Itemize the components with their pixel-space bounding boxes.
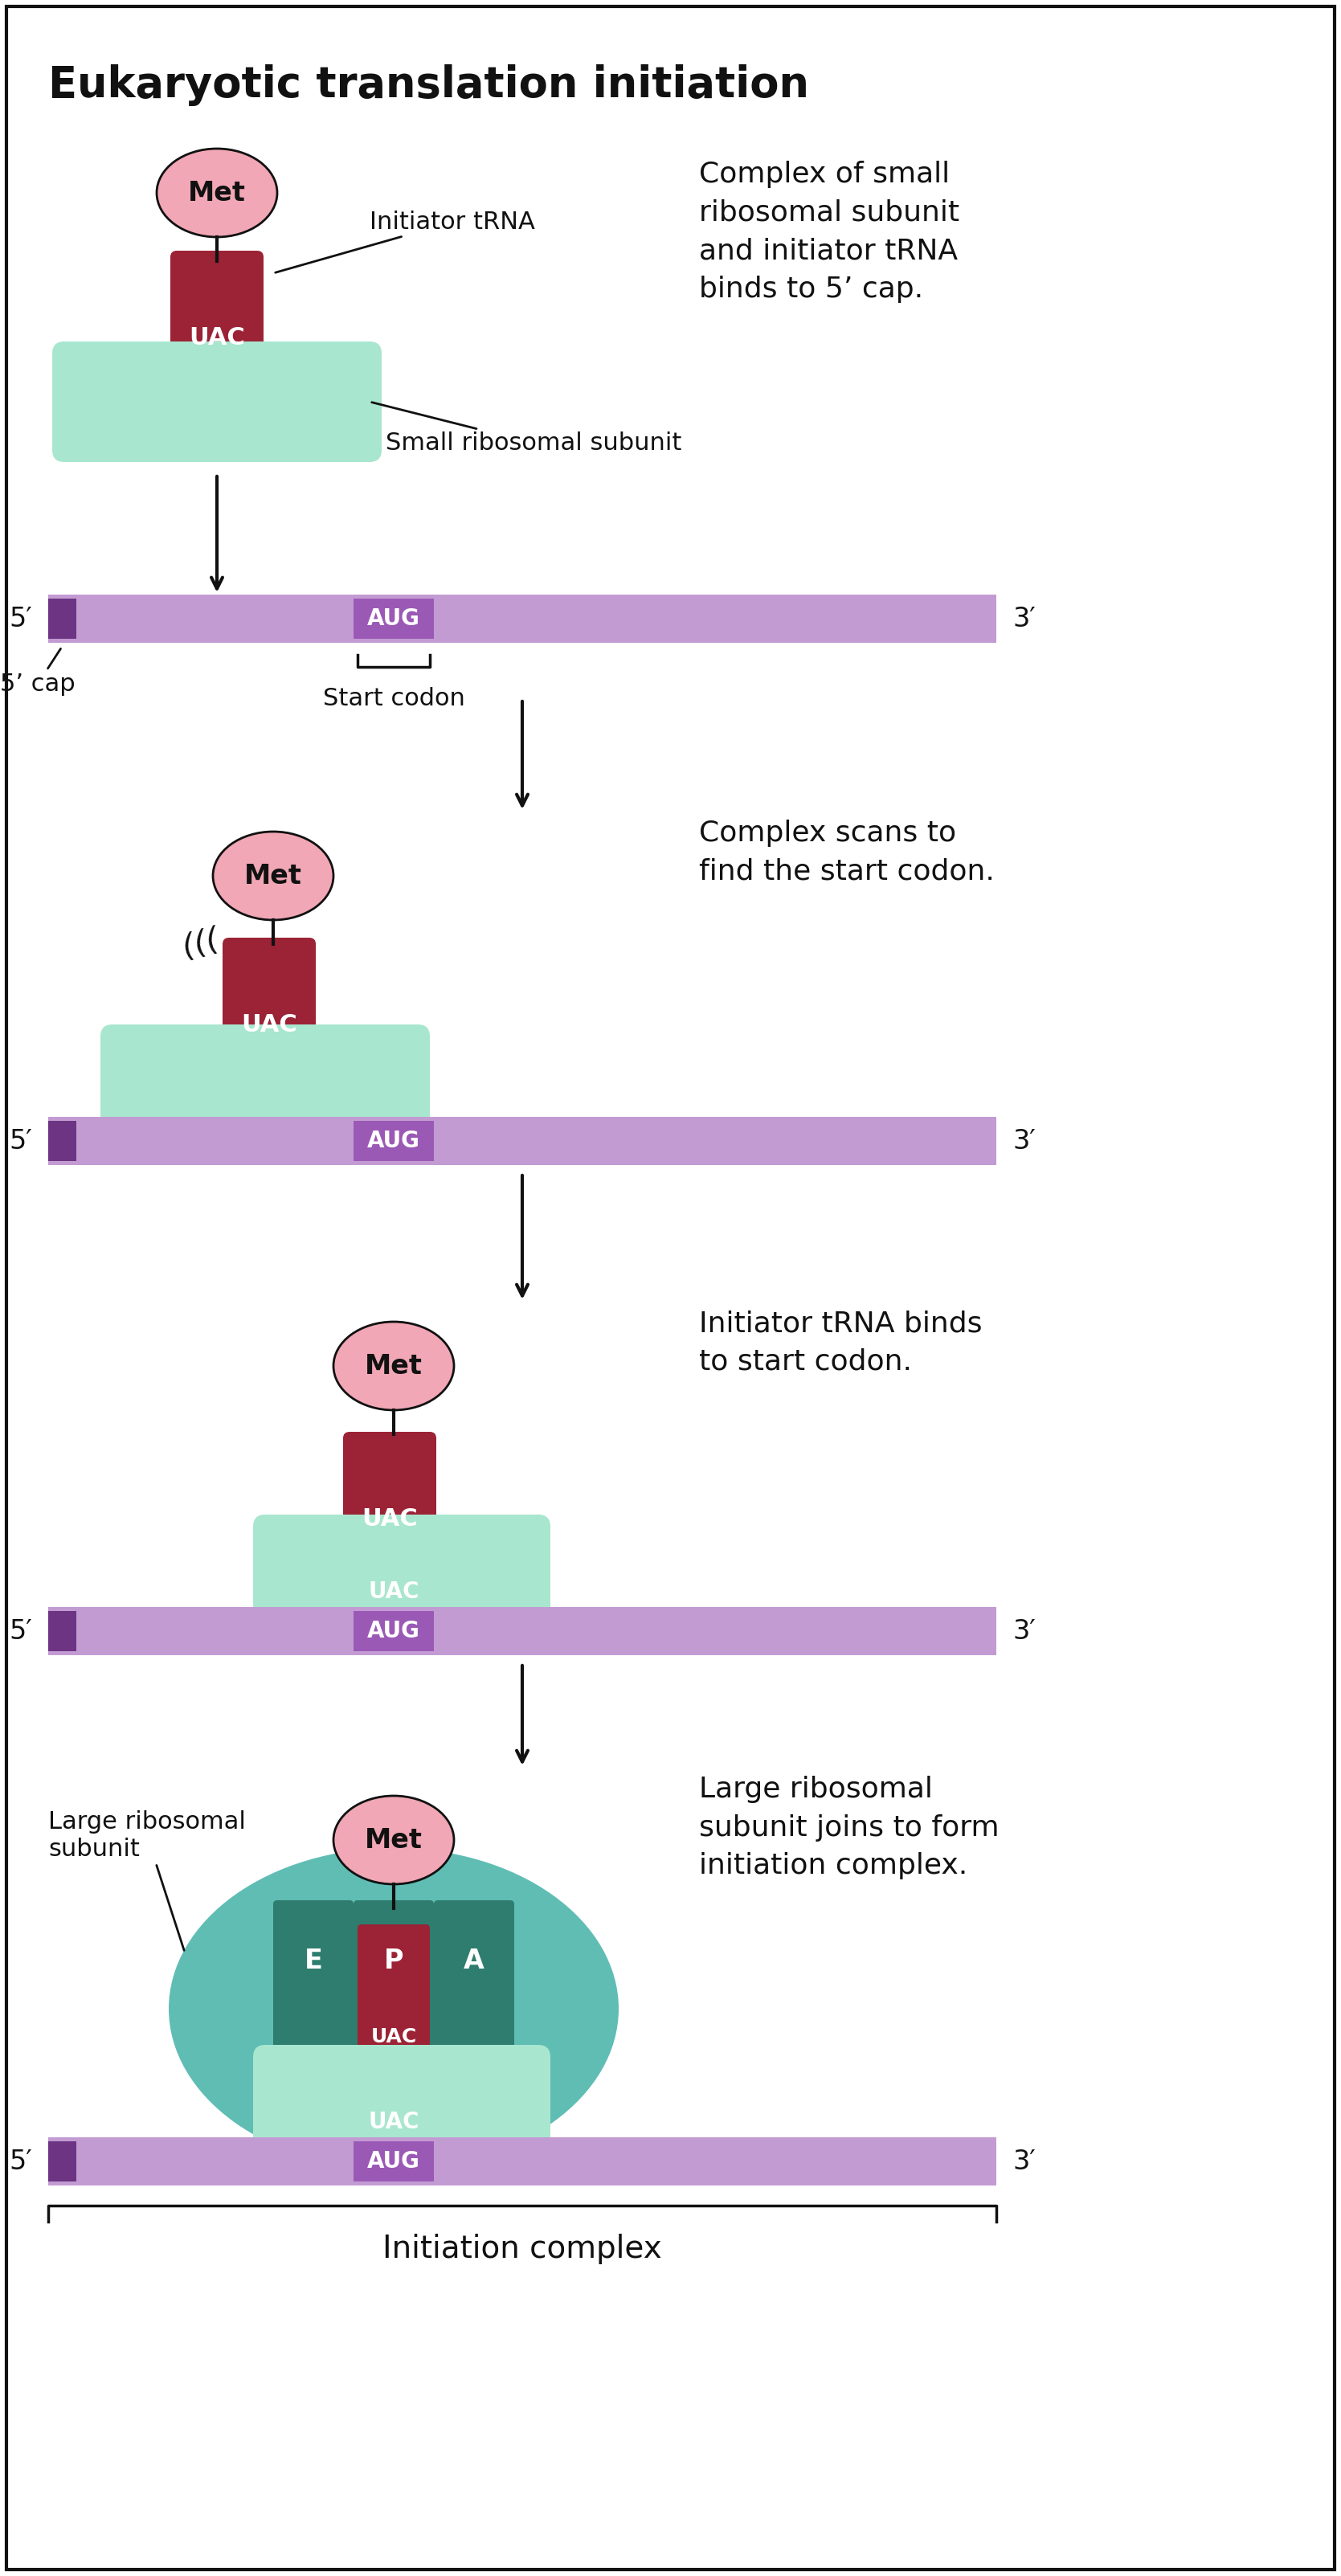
- Ellipse shape: [213, 832, 334, 920]
- Text: Start codon: Start codon: [323, 688, 465, 711]
- Bar: [48, 2141, 76, 2182]
- Text: Complex scans to
find the start codon.: Complex scans to find the start codon.: [699, 819, 995, 886]
- FancyBboxPatch shape: [170, 250, 264, 368]
- FancyBboxPatch shape: [253, 1515, 550, 1628]
- Text: 3′: 3′: [1012, 1618, 1035, 1643]
- Ellipse shape: [334, 1795, 455, 1883]
- Ellipse shape: [157, 149, 278, 237]
- Text: P: P: [384, 1947, 404, 1973]
- Text: UAC: UAC: [189, 325, 245, 350]
- Text: A: A: [464, 1947, 484, 1973]
- Text: (((: (((: [180, 925, 223, 963]
- Text: 3′: 3′: [1012, 2148, 1035, 2174]
- Bar: [48, 1121, 76, 1162]
- Text: UAC: UAC: [241, 1012, 298, 1036]
- FancyBboxPatch shape: [223, 938, 315, 1056]
- Text: Initiator tRNA binds
to start codon.: Initiator tRNA binds to start codon.: [699, 1309, 982, 1376]
- FancyBboxPatch shape: [354, 1901, 434, 2069]
- Text: UAC: UAC: [369, 1582, 420, 1602]
- Ellipse shape: [334, 1321, 455, 1409]
- Text: Met: Met: [188, 180, 245, 206]
- FancyBboxPatch shape: [434, 1901, 514, 2069]
- Text: Initiation complex: Initiation complex: [382, 2233, 662, 2264]
- FancyBboxPatch shape: [101, 1025, 430, 1136]
- Text: 5’ cap: 5’ cap: [0, 649, 75, 696]
- Text: Met: Met: [365, 1352, 422, 1378]
- Bar: [354, 1610, 434, 1651]
- Text: 5′: 5′: [9, 605, 32, 631]
- Text: Eukaryotic translation initiation: Eukaryotic translation initiation: [48, 64, 809, 106]
- Text: 5′: 5′: [9, 1618, 32, 1643]
- Text: UAC: UAC: [370, 2027, 417, 2045]
- Text: Large ribosomal
subunit: Large ribosomal subunit: [48, 1811, 245, 1950]
- Text: 3′: 3′: [1012, 605, 1035, 631]
- Text: 5′: 5′: [9, 1128, 32, 1154]
- Text: UAC: UAC: [362, 1507, 417, 1530]
- Text: Initiator tRNA: Initiator tRNA: [275, 211, 535, 273]
- Bar: [48, 1610, 76, 1651]
- Text: 3′: 3′: [1012, 1128, 1035, 1154]
- Ellipse shape: [169, 1847, 618, 2169]
- Bar: [354, 2141, 434, 2182]
- FancyBboxPatch shape: [358, 1924, 430, 2061]
- Text: Complex of small
ribosomal subunit
and initiator tRNA
binds to 5’ cap.: Complex of small ribosomal subunit and i…: [699, 160, 959, 301]
- FancyBboxPatch shape: [253, 2045, 550, 2156]
- Text: AUG: AUG: [367, 1131, 420, 1151]
- Bar: [48, 595, 996, 644]
- FancyBboxPatch shape: [52, 343, 382, 461]
- Text: UAC: UAC: [369, 2110, 420, 2133]
- Text: Met: Met: [365, 1826, 422, 1852]
- FancyBboxPatch shape: [274, 1901, 354, 2069]
- Bar: [48, 2138, 996, 2184]
- Text: Small ribosomal subunit: Small ribosomal subunit: [371, 402, 681, 456]
- FancyBboxPatch shape: [343, 1432, 436, 1548]
- Bar: [354, 598, 434, 639]
- Bar: [48, 1118, 996, 1164]
- Text: AUG: AUG: [367, 608, 420, 631]
- Text: AUG: AUG: [367, 2151, 420, 2172]
- Text: AUG: AUG: [367, 1620, 420, 1643]
- Text: Met: Met: [244, 863, 302, 889]
- Bar: [48, 1607, 996, 1656]
- Bar: [354, 1121, 434, 1162]
- Text: 5′: 5′: [9, 2148, 32, 2174]
- Text: E: E: [304, 1947, 323, 1973]
- Text: Large ribosomal
subunit joins to form
initiation complex.: Large ribosomal subunit joins to form in…: [699, 1775, 999, 1880]
- Bar: [48, 598, 76, 639]
